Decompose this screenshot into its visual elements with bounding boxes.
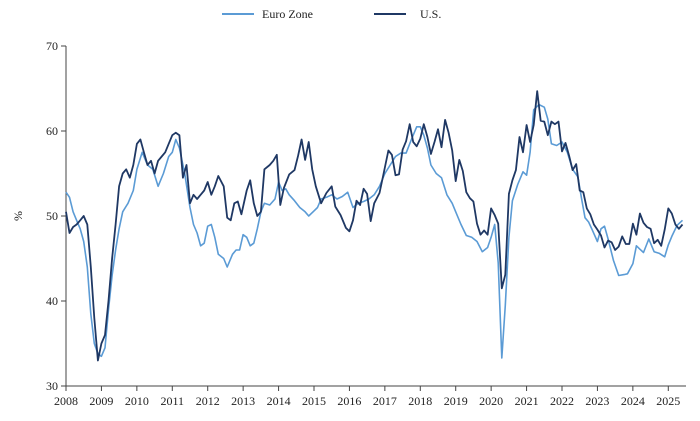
y-axis-label: % xyxy=(11,211,25,221)
y-tick-label: 50 xyxy=(46,209,58,223)
y-tick-label: 40 xyxy=(46,294,58,308)
x-tick-label: 2018 xyxy=(408,394,432,408)
y-ticks: 30 40 50 60 70 xyxy=(46,39,66,393)
x-tick-label: 2015 xyxy=(302,394,326,408)
x-tick-label: 2013 xyxy=(231,394,255,408)
x-tick-label: 2012 xyxy=(196,394,220,408)
x-tick-label: 2025 xyxy=(656,394,680,408)
legend: Euro Zone U.S. xyxy=(222,7,441,21)
y-tick-label: 70 xyxy=(46,39,58,53)
x-tick-label: 2023 xyxy=(585,394,609,408)
series-layer xyxy=(65,90,684,362)
x-tick-label: 2021 xyxy=(515,394,539,408)
x-tick-label: 2019 xyxy=(444,394,468,408)
x-tick-label: 2010 xyxy=(125,394,149,408)
series-line-euro-zone xyxy=(65,103,684,359)
x-tick-label: 2022 xyxy=(550,394,574,408)
series-line-u-s xyxy=(65,90,684,362)
x-tick-label: 2017 xyxy=(373,394,397,408)
x-tick-label: 2024 xyxy=(621,394,645,408)
x-tick-label: 2020 xyxy=(479,394,503,408)
x-tick-label: 2008 xyxy=(54,394,78,408)
x-tick-label: 2016 xyxy=(337,394,361,408)
x-ticks: 2008 2009 2010 2011 2012 2013 2014 2015 2016 2017… xyxy=(54,386,680,408)
legend-label-us: U.S. xyxy=(420,7,441,21)
y-tick-label: 60 xyxy=(46,124,58,138)
x-tick-label: 2011 xyxy=(161,394,185,408)
legend-label-euro-zone: Euro Zone xyxy=(262,7,313,21)
x-tick-label: 2014 xyxy=(267,394,291,408)
x-tick-label: 2009 xyxy=(89,394,113,408)
y-tick-label: 30 xyxy=(46,379,58,393)
